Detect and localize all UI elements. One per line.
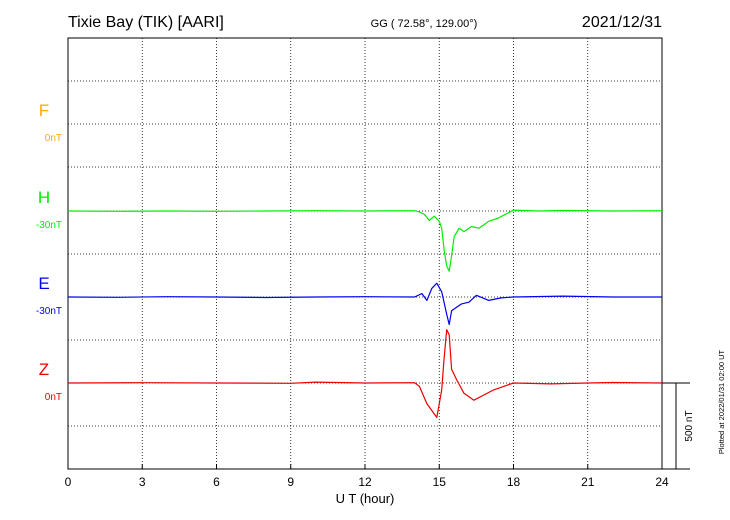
series-name-z: Z — [39, 360, 49, 379]
series-line-e — [67, 282, 662, 326]
series-group — [67, 209, 663, 418]
grid — [68, 38, 662, 469]
x-tick-label: 18 — [507, 475, 521, 489]
scale-bar-label: 500 nT — [684, 410, 695, 441]
x-tick-label: 15 — [433, 475, 447, 489]
x-tick-label: 12 — [358, 475, 372, 489]
series-baseline-e: -30nT — [36, 306, 62, 317]
station-title: Tixie Bay (TIK) [AARI] — [68, 14, 224, 31]
x-tick-label: 9 — [287, 475, 294, 489]
series-line-h — [67, 209, 663, 272]
chart-date: 2021/12/31 — [582, 14, 662, 31]
x-tick-label: 0 — [65, 475, 72, 489]
series-baseline-h: -30nT — [36, 220, 62, 231]
series-baseline-f: 0nT — [45, 133, 62, 144]
station-coords: GG ( 72.58°, 129.00°) — [371, 18, 478, 30]
x-tick-label: 21 — [581, 475, 595, 489]
x-axis-label: U T (hour) — [336, 491, 395, 506]
x-tick-label: 3 — [139, 475, 146, 489]
x-tick-label: 6 — [213, 475, 220, 489]
series-name-h: H — [38, 188, 50, 207]
plotted-at-text: Plotted at 2022/01/31 02:00 UT — [717, 349, 726, 454]
series-line-z — [67, 329, 663, 418]
x-axis-ticks: 0 3 6 9 12 15 18 21 24 — [65, 464, 669, 489]
series-baseline-z: 0nT — [45, 392, 62, 403]
series-labels: F 0nT H -30nT E -30nT Z 0nT — [36, 101, 62, 403]
series-name-f: F — [39, 101, 49, 120]
series-name-e: E — [38, 274, 49, 293]
x-tick-label: 24 — [655, 475, 669, 489]
